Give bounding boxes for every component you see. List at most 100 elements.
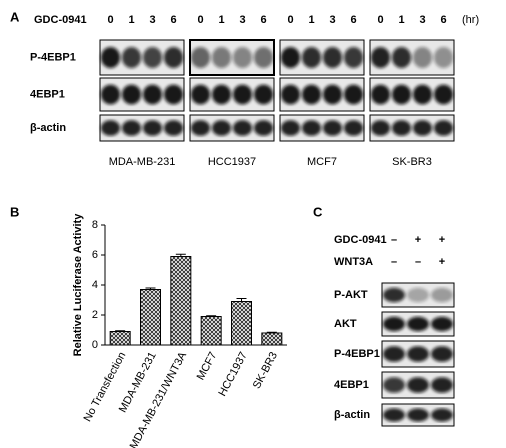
panel-label: B	[10, 204, 19, 219]
band	[121, 47, 142, 68]
band	[142, 120, 163, 136]
band	[406, 346, 430, 362]
bar	[231, 301, 252, 346]
band	[142, 84, 163, 105]
time-label: 6	[170, 14, 176, 26]
treatment-label: WNT3A	[334, 256, 373, 268]
band	[430, 287, 454, 303]
band	[343, 84, 364, 105]
band	[190, 120, 211, 136]
band	[280, 47, 301, 68]
band	[430, 346, 454, 362]
band	[211, 84, 232, 105]
band	[382, 408, 406, 422]
cell-line-label: SK-BR3	[392, 156, 432, 168]
band	[301, 47, 322, 68]
band	[163, 120, 184, 136]
time-label: 6	[350, 14, 356, 26]
band	[232, 84, 253, 105]
band	[253, 120, 274, 136]
x-tick-label: SK-BR3	[251, 350, 280, 391]
time-label: 6	[440, 14, 446, 26]
band	[433, 47, 454, 68]
treatment-sign: +	[439, 256, 445, 268]
panel-label: C	[313, 204, 323, 219]
band	[322, 47, 343, 68]
time-label: 0	[107, 14, 113, 26]
row-label: AKT	[334, 318, 357, 330]
band	[232, 120, 253, 136]
treatment-sign: –	[391, 256, 397, 268]
time-label: 3	[149, 14, 155, 26]
band	[100, 47, 121, 68]
bar	[170, 256, 192, 346]
band	[100, 84, 121, 105]
time-label: 3	[239, 14, 245, 26]
treatment-sign: –	[415, 256, 421, 268]
band	[391, 84, 412, 105]
y-tick-label: 4	[92, 279, 98, 291]
time-label: 0	[197, 14, 203, 26]
band	[382, 287, 406, 303]
band	[301, 120, 322, 136]
band	[142, 47, 163, 68]
y-tick-label: 0	[92, 339, 98, 351]
band	[211, 120, 232, 136]
band	[412, 84, 433, 105]
cell-line-label: MDA-MB-231	[109, 156, 176, 168]
band	[322, 84, 343, 105]
x-tick-label: MDA-MB-231/WNT3A	[128, 350, 190, 448]
y-tick-label: 6	[92, 249, 98, 261]
band	[412, 47, 433, 68]
row-label: 4EBP1	[334, 379, 369, 391]
band	[412, 120, 433, 136]
band	[430, 377, 454, 393]
bar	[109, 331, 131, 346]
row-label: β-actin	[334, 409, 370, 421]
band	[163, 47, 184, 68]
band	[121, 84, 142, 105]
time-label: 3	[329, 14, 335, 26]
bar	[200, 316, 222, 346]
y-tick-label: 8	[92, 219, 98, 231]
band	[322, 120, 343, 136]
bar	[140, 289, 161, 346]
band	[430, 408, 454, 422]
time-label: 1	[308, 14, 314, 26]
band	[370, 120, 391, 136]
time-label: 1	[218, 14, 224, 26]
band	[406, 408, 430, 422]
band	[430, 316, 454, 332]
band	[301, 84, 322, 105]
band	[163, 84, 184, 105]
band	[280, 84, 301, 105]
band	[391, 47, 412, 68]
time-label: 0	[377, 14, 383, 26]
band	[190, 84, 211, 105]
time-label: 1	[128, 14, 134, 26]
cell-line-label: HCC1937	[208, 156, 256, 168]
band	[406, 316, 430, 332]
band	[433, 84, 454, 105]
band	[370, 84, 391, 105]
row-label: P-4EBP1	[30, 51, 76, 63]
band	[382, 377, 406, 393]
band	[253, 84, 274, 105]
treatment-label: GDC-0941	[334, 234, 387, 246]
band	[343, 47, 364, 68]
band	[190, 47, 211, 68]
band	[100, 120, 121, 136]
band	[406, 377, 430, 393]
row-label: β-actin	[30, 122, 66, 134]
x-tick-label: MCF7	[195, 350, 220, 382]
band	[343, 120, 364, 136]
time-label: 6	[260, 14, 266, 26]
band	[406, 287, 430, 303]
y-tick-label: 2	[92, 309, 98, 321]
band	[121, 120, 142, 136]
band	[382, 316, 406, 332]
treatment-sign: +	[439, 234, 445, 246]
row-label: 4EBP1	[30, 88, 65, 100]
band	[211, 47, 232, 68]
